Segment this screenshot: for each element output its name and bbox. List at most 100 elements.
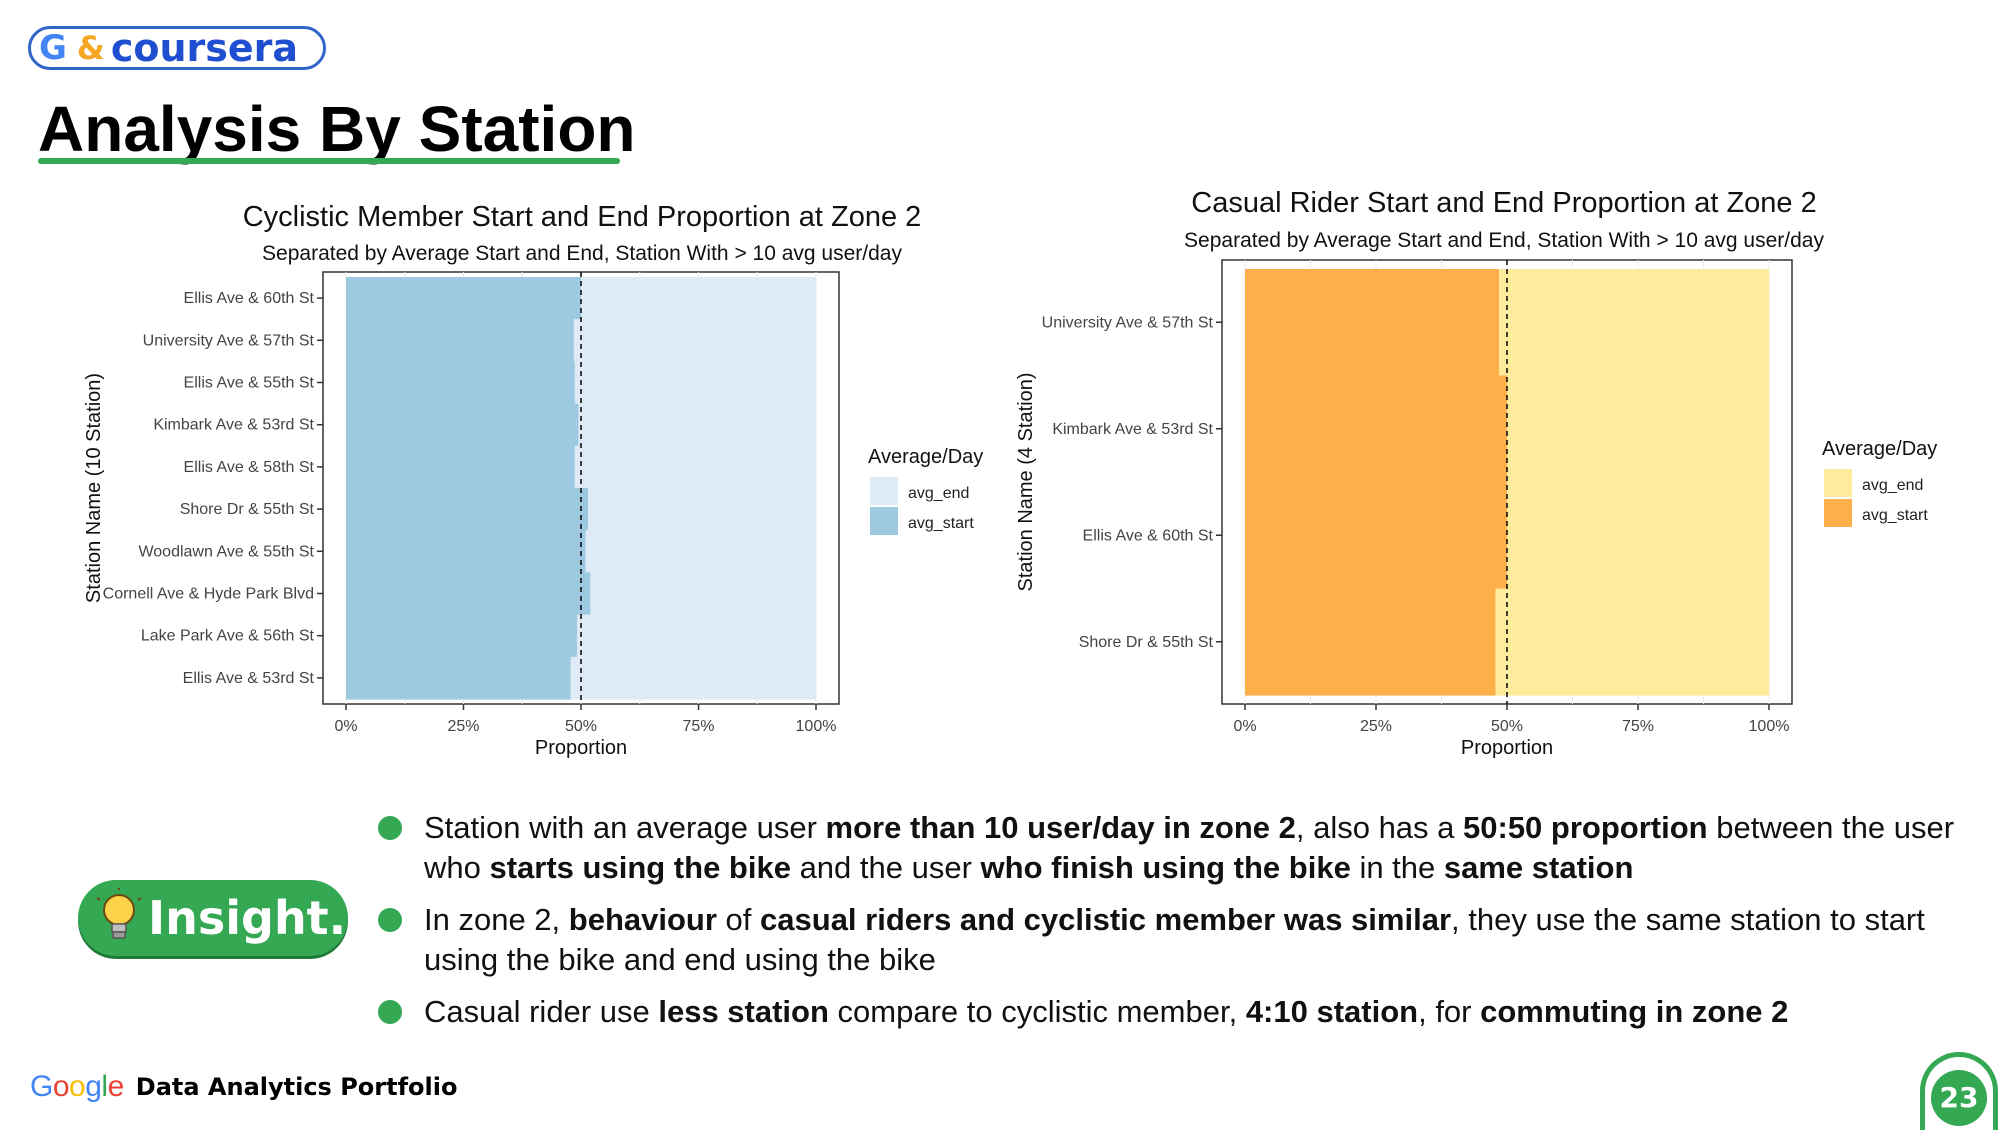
google-logo: Google: [30, 1070, 124, 1103]
bullet-bold-text: 4:10 station: [1245, 994, 1419, 1029]
y-tick-label: Ellis Ave & 60th St: [184, 290, 315, 307]
bar-avg_end: [588, 488, 816, 531]
bullet-text: , they use the same station to start usi…: [424, 902, 1925, 977]
title-underline: [38, 158, 620, 164]
y-tick-label: University Ave & 57th St: [1042, 314, 1214, 331]
y-tick-label: Ellis Ave & 53rd St: [183, 670, 315, 687]
bullet-dot-icon: [378, 816, 402, 840]
y-tick-label: Cornell Ave & Hyde Park Blvd: [103, 586, 314, 603]
bullet-bold-text: more than 10 user/day in zone 2: [825, 810, 1296, 845]
legend-label: avg_start: [1862, 507, 1928, 524]
page-title: Analysis By Station: [38, 93, 636, 165]
bar-avg_end: [577, 614, 816, 658]
bar-avg_start: [346, 277, 581, 320]
y-tick-label: Lake Park Ave & 56th St: [141, 628, 315, 645]
logo-amp: &: [76, 29, 105, 67]
bar-avg_start: [346, 445, 575, 489]
bar-avg_end: [574, 445, 816, 489]
bullet-bold-text: less station: [658, 994, 829, 1029]
y-axis-label: Station Name (10 Station): [83, 373, 105, 603]
y-tick-label: Kimbark Ave & 53rd St: [153, 417, 314, 434]
y-tick-label: Shore Dr & 55th St: [1079, 634, 1214, 651]
y-tick-label: Ellis Ave & 58th St: [184, 459, 315, 476]
bar-avg_end: [1495, 588, 1769, 696]
y-tick-label: Woodlawn Ave & 55th St: [138, 543, 314, 560]
insight-bullet: Casual rider use less station compare to…: [378, 992, 1978, 1032]
bullet-text: In zone 2,: [424, 902, 569, 937]
y-tick-label: Kimbark Ave & 53rd St: [1052, 421, 1213, 438]
insight-label: Insight.: [148, 891, 347, 945]
x-tick-label: 50%: [1491, 718, 1523, 735]
x-tick-label: 75%: [682, 718, 714, 735]
member-chart: Cyclistic Member Start and End Proportio…: [83, 201, 983, 759]
legend-title: Average/Day: [868, 446, 983, 468]
bullet-dot-icon: [378, 1000, 402, 1024]
bullet-text: compare to cyclistic member,: [828, 994, 1246, 1029]
bar-avg_start: [346, 488, 589, 531]
bar-avg_start: [1245, 482, 1507, 590]
legend-swatch-avg_start: [870, 507, 898, 535]
footer-label: Data Analytics Portfolio: [135, 1073, 458, 1101]
bar-avg_end: [1499, 269, 1769, 377]
bar-avg_start: [346, 614, 578, 658]
bullet-text: between the user who: [424, 810, 1955, 885]
lightbulb-icon: [96, 888, 142, 939]
bullet-bold-text: casual riders and cyclistic member was s…: [760, 902, 1452, 937]
y-tick-label: Ellis Ave & 55th St: [184, 375, 315, 392]
x-axis-label: Proportion: [1461, 737, 1553, 759]
bar-avg_end: [574, 361, 816, 405]
legend-label: avg_end: [1862, 477, 1923, 494]
bullet-text: Station with an average user: [424, 810, 826, 845]
x-tick-label: 100%: [1749, 718, 1790, 735]
logo-name: coursera: [110, 26, 299, 70]
x-tick-label: 25%: [1360, 718, 1392, 735]
bullet-text: , for: [1418, 994, 1481, 1029]
bullet-text: of: [716, 902, 761, 937]
bar-avg_start: [346, 403, 579, 447]
bar-avg_end: [573, 319, 816, 362]
insight-badge: Insight.: [78, 880, 348, 956]
footer: Google Data Analytics Portfolio: [30, 1070, 457, 1104]
bullet-bold-text: behaviour: [568, 902, 717, 937]
bullet-text: Casual rider use: [424, 994, 659, 1029]
bullet-text: in the: [1350, 850, 1444, 885]
page-number: 23: [1931, 1069, 1987, 1126]
insight-bullet: In zone 2, behaviour of casual riders an…: [378, 900, 1978, 980]
bar-avg_start: [346, 572, 591, 616]
bar-avg_end: [590, 572, 816, 616]
bar-avg_end: [1507, 482, 1769, 590]
bullet-bold-text: commuting in zone 2: [1480, 994, 1789, 1029]
bar-avg_start: [346, 530, 586, 573]
bullet-bold-text: 50:50 proportion: [1463, 810, 1708, 845]
page-number-badge: 23: [1920, 1052, 1998, 1130]
chart-subtitle: Separated by Average Start and End, Stat…: [262, 242, 902, 265]
y-tick-label: University Ave & 57th St: [143, 332, 315, 349]
bar-avg_start: [346, 656, 571, 700]
bar-avg_start: [1245, 588, 1496, 696]
chart-subtitle: Separated by Average Start and End, Stat…: [1184, 229, 1824, 252]
chart-title: Cyclistic Member Start and End Proportio…: [243, 201, 922, 233]
y-tick-label: Ellis Ave & 60th St: [1083, 527, 1214, 544]
bar-avg_end: [570, 656, 816, 700]
bullet-bold-text: same station: [1443, 850, 1634, 885]
bar-avg_end: [581, 277, 816, 320]
x-tick-label: 50%: [565, 718, 597, 735]
x-axis-label: Proportion: [535, 737, 627, 759]
bar-avg_end: [1507, 375, 1769, 483]
bullet-text: , also has a: [1295, 810, 1464, 845]
chart-title: Casual Rider Start and End Proportion at…: [1191, 187, 1816, 219]
bar-avg_start: [1245, 375, 1507, 483]
y-axis-label: Station Name (4 Station): [1015, 373, 1037, 592]
x-tick-label: 100%: [796, 718, 837, 735]
coursera-logo: G & coursera: [28, 26, 326, 70]
bullet-bold-text: starts using the bike: [489, 850, 791, 885]
legend-label: avg_end: [908, 485, 969, 502]
x-tick-label: 0%: [1233, 718, 1256, 735]
bullet-text: and the user: [790, 850, 981, 885]
bar-avg_start: [346, 361, 575, 405]
legend-title: Average/Day: [1822, 438, 1937, 460]
bar-avg_start: [346, 319, 574, 362]
legend-label: avg_start: [908, 515, 974, 532]
legend-swatch-avg_end: [1824, 469, 1852, 497]
bar-avg_end: [578, 403, 816, 447]
